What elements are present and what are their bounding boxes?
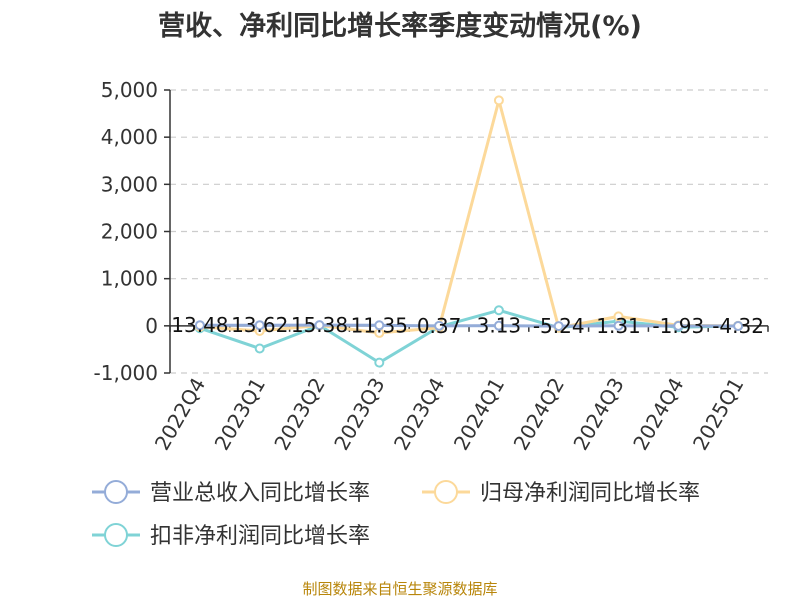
x-tick-label: 2024Q4 (628, 374, 688, 455)
x-tick-label: 2023Q4 (389, 373, 449, 454)
y-tick-label: 0 (145, 314, 158, 338)
y-tick-label: 5,000 (101, 78, 158, 102)
legend-marker (104, 480, 128, 504)
x-tick-label: 2025Q1 (688, 374, 748, 455)
y-tick-label: 3,000 (101, 172, 158, 196)
data-label: 3.13 (477, 314, 522, 338)
data-point (493, 305, 504, 316)
data-point (673, 320, 684, 331)
data-label: -5.24 (533, 314, 585, 338)
series-line (199, 98, 739, 335)
x-tick-label: 2024Q2 (509, 374, 569, 455)
data-label: -4.32 (712, 314, 764, 338)
data-point (493, 95, 504, 106)
data-label: 1.31 (596, 314, 641, 338)
data-label: 13.48 (171, 313, 228, 337)
data-label: 11.35 (351, 313, 408, 337)
data-point (434, 320, 445, 331)
data-label: 13.62 (231, 313, 288, 337)
data-point (374, 357, 385, 368)
data-label: -1.93 (652, 314, 704, 338)
data-point (613, 311, 624, 322)
x-tick-label: 2024Q3 (568, 374, 628, 455)
legend-label: 扣非净利润同比增长率 (150, 524, 370, 549)
data-point (254, 320, 265, 331)
data-label: 0.37 (417, 314, 462, 338)
legend-label: 归母净利润同比增长率 (480, 481, 700, 506)
data-point (374, 320, 385, 331)
series-line (199, 323, 739, 328)
x-tick-label: 2023Q3 (329, 374, 389, 455)
series-line (199, 308, 739, 365)
y-tick-label: 4,000 (101, 125, 158, 149)
chart-title: 营收、净利同比增长率季度变动情况(%) (158, 11, 642, 42)
x-tick-label: 2023Q1 (210, 374, 270, 455)
data-point (194, 320, 205, 331)
data-point (733, 321, 744, 332)
legend-marker (104, 523, 128, 547)
x-tick-label: 2022Q4 (150, 374, 210, 455)
y-tick-label: 2,000 (101, 220, 158, 244)
data-point (314, 320, 325, 331)
x-tick-label: 2024Q1 (449, 374, 509, 455)
data-point (254, 343, 265, 354)
source-note: 制图数据来自恒生聚源数据库 (302, 580, 498, 598)
y-tick-label: -1,000 (94, 361, 158, 385)
legend-label: 营业总收入同比增长率 (150, 481, 370, 506)
data-point (613, 320, 624, 331)
legend-marker (434, 480, 458, 504)
data-label: 15.38 (291, 313, 348, 337)
data-point (493, 320, 504, 331)
x-tick-label: 2023Q2 (269, 374, 329, 455)
data-point (553, 321, 564, 332)
y-tick-label: 1,000 (101, 267, 158, 291)
